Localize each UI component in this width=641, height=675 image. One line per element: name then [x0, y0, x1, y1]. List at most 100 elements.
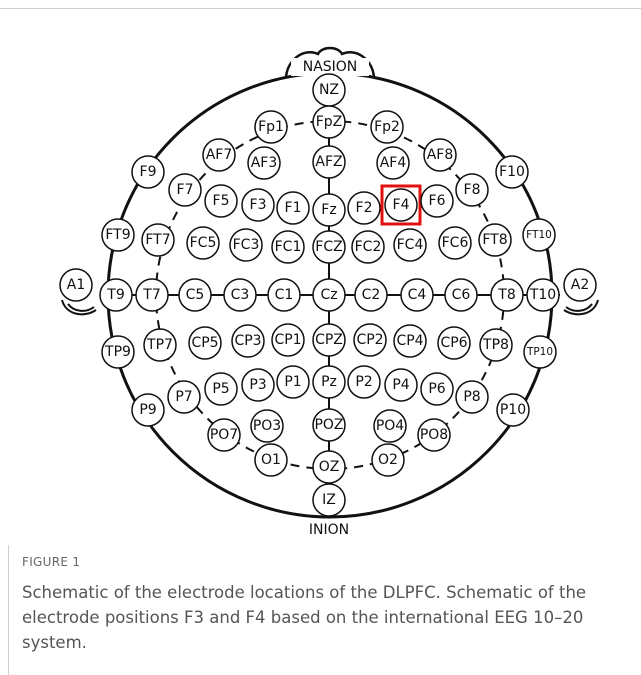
ear — [61, 299, 97, 316]
electrode — [312, 193, 346, 227]
electrode-label: NZ — [319, 82, 339, 98]
electrode — [496, 393, 530, 427]
electrode-label: F6 — [429, 193, 446, 209]
electrode — [437, 326, 471, 360]
electrode-label: P2 — [355, 374, 372, 390]
electrode-label: FpZ — [316, 114, 343, 130]
electrode-diagram: NASION INION NZ Fp1 FpZ Fp2 F9 AF7 AF3 AFZ AF4 AF… — [59, 46, 599, 538]
electrode — [141, 223, 175, 257]
electrode-label: FT7 — [145, 232, 170, 248]
electrode-label: T8 — [497, 287, 515, 303]
electrode-label: CP6 — [440, 335, 467, 351]
electrode — [59, 268, 93, 302]
highlight-box — [380, 184, 422, 226]
electrode-label: O1 — [261, 452, 281, 468]
electrode-label: P6 — [428, 381, 445, 397]
electrode-label: F2 — [356, 200, 373, 216]
electrode — [99, 278, 133, 312]
electrode — [479, 328, 513, 362]
electrode — [250, 409, 284, 443]
electrode — [188, 326, 222, 360]
electrode-label: FT8 — [482, 232, 507, 248]
electrode — [312, 323, 346, 357]
electrode-label: FC2 — [355, 239, 382, 255]
electrode-label: TP7 — [146, 337, 173, 353]
electrode-label: Fp1 — [258, 119, 284, 135]
electrode-label: AF7 — [206, 147, 233, 163]
electrode — [370, 110, 404, 144]
electrode-label: P1 — [284, 374, 301, 390]
electrode-label: P9 — [139, 402, 156, 418]
figure-caption: Schematic of the electrode locations of … — [22, 583, 587, 652]
electrode — [563, 268, 597, 302]
electrode — [101, 218, 135, 252]
electrode-label: TP8 — [482, 337, 509, 353]
electrode — [312, 230, 346, 264]
electrode — [131, 155, 165, 189]
electrode — [101, 335, 135, 369]
electrode — [393, 228, 427, 262]
electrode — [312, 365, 346, 399]
electrode — [178, 278, 212, 312]
electrode — [455, 173, 489, 207]
electrode-label: C4 — [408, 287, 427, 303]
electrode — [247, 146, 281, 180]
electrode — [207, 418, 241, 452]
electrode-label: Pz — [321, 374, 337, 390]
electrode — [347, 191, 381, 225]
electrode — [393, 324, 427, 358]
electrode — [347, 365, 381, 399]
electrode-label: PO8 — [420, 427, 448, 443]
electrode-label: P8 — [463, 389, 480, 405]
electrode — [204, 184, 238, 218]
ear — [67, 303, 95, 312]
electrode — [312, 408, 346, 442]
electrode — [384, 368, 418, 402]
electrode-label: T9 — [106, 287, 124, 303]
electrode — [143, 328, 177, 362]
electrode-label: CP2 — [356, 332, 383, 348]
electrode — [495, 155, 529, 189]
electrode — [438, 226, 472, 260]
electrode-label: FCZ — [315, 239, 342, 255]
electrode-label: P10 — [500, 402, 526, 418]
electrode-label: AF3 — [251, 155, 278, 171]
electrode-label: PO3 — [253, 418, 281, 434]
electrode-label: FT9 — [105, 227, 130, 243]
electrode — [523, 335, 557, 369]
electrode — [202, 138, 236, 172]
electrode-label: P5 — [212, 381, 229, 397]
electrode-label: POZ — [314, 417, 343, 433]
electrode — [353, 323, 387, 357]
electrode — [312, 483, 346, 517]
electrode — [271, 323, 305, 357]
electrode-label: F10 — [499, 164, 525, 180]
electrode — [420, 372, 454, 406]
electrode — [231, 324, 265, 358]
electrode-label: F8 — [464, 182, 481, 198]
electrode-label: A2 — [571, 277, 589, 293]
electrode — [354, 278, 388, 312]
electrode — [417, 418, 451, 452]
electrode — [478, 223, 512, 257]
electrode — [371, 443, 405, 477]
electrode-label: FT10 — [526, 229, 552, 241]
electrode — [241, 188, 275, 222]
electrode-label: IZ — [322, 492, 336, 508]
electrode-label: P3 — [249, 377, 266, 393]
electrode-label: OZ — [319, 459, 340, 475]
electrode-label: O2 — [378, 452, 398, 468]
electrode-label: FC3 — [233, 237, 260, 253]
electrode — [135, 278, 169, 312]
electrode — [131, 393, 165, 427]
electrode-label: CP1 — [274, 332, 301, 348]
electrode-label: AF8 — [427, 147, 454, 163]
electrode-label: Fz — [321, 202, 336, 218]
figure-label: FIGURE 1 — [22, 555, 81, 569]
electrode-label: C1 — [275, 287, 294, 303]
ear — [563, 299, 599, 316]
electrode — [254, 110, 288, 144]
electrode-label: CP5 — [191, 335, 218, 351]
electrode — [276, 365, 310, 399]
electrode-label: PO4 — [376, 418, 404, 434]
